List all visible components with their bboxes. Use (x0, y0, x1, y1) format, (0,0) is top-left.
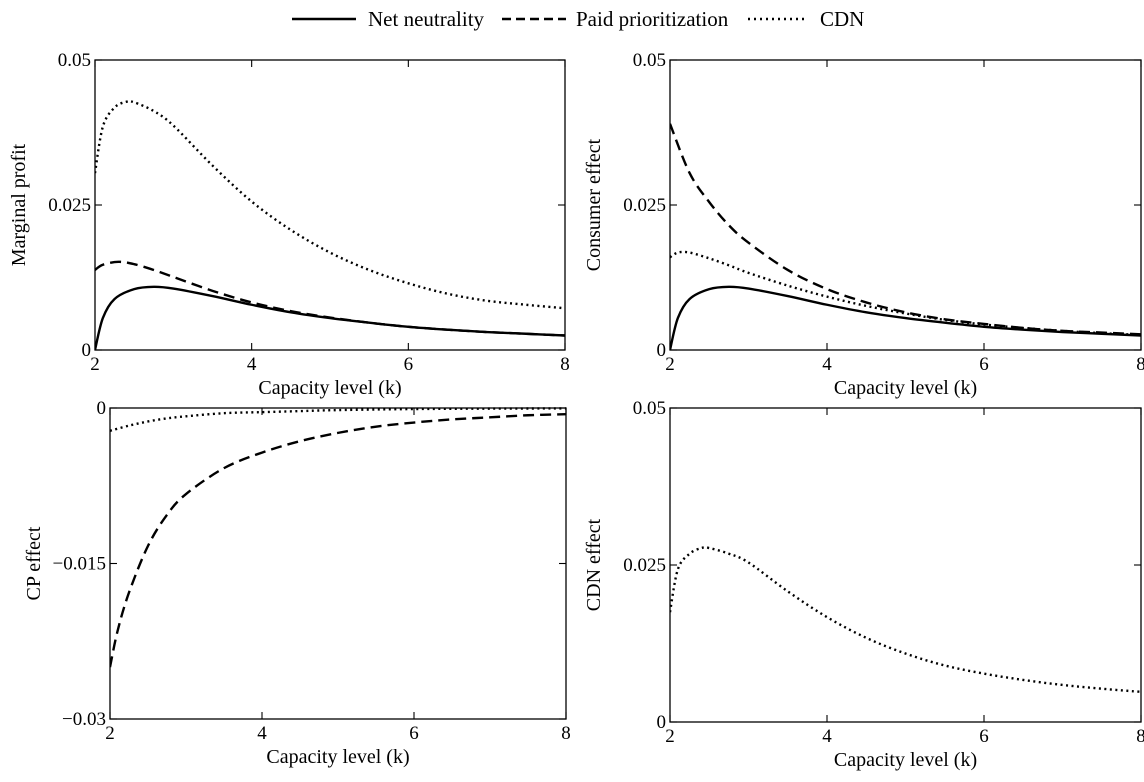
x-tick-label: 6 (979, 726, 989, 747)
series-line-paid-prioritization (95, 260, 565, 337)
legend: Net neutrality Paid prioritization CDN (0, 4, 1144, 34)
x-tick-label: 4 (247, 354, 257, 375)
legend-item-paid-prioritization: Paid prioritization (500, 4, 728, 34)
chart-panel-2: 2 4 6 8 0 0.025 0.05 Capacity level (k) Consumer… (583, 50, 1144, 399)
y-tick-label: 0.05 (633, 50, 666, 71)
chart-panel-4: 2 4 6 8 0 0.025 0.05 Capacity level (k) CDN effe… (583, 398, 1144, 771)
x-tick-label: 2 (90, 354, 100, 375)
plot-frame (109, 407, 567, 720)
x-tick-label: 4 (257, 723, 267, 744)
x-axis-label: Capacity level (k) (266, 746, 409, 768)
x-axis-label: Capacity level (k) (834, 377, 977, 399)
y-axis-label: CP effect (23, 526, 45, 600)
x-tick-label: 8 (560, 354, 570, 375)
x-tick-label: 8 (561, 723, 571, 744)
x-tick-label: 2 (665, 354, 675, 375)
y-tick-label: −0.03 (62, 709, 106, 730)
y-tick-label: 0.025 (623, 195, 666, 216)
plot-frame (94, 59, 566, 351)
legend-item-cdn: CDN (746, 4, 864, 34)
series-line-cdn (110, 407, 566, 432)
x-tick-label: 6 (979, 354, 989, 375)
y-axis-label: Marginal profit (8, 143, 30, 266)
y-tick-label: −0.015 (53, 554, 106, 575)
x-tick-label: 2 (665, 726, 675, 747)
x-axis-label: Capacity level (k) (258, 377, 401, 399)
legend-label: CDN (820, 6, 865, 31)
x-tick-label: 6 (404, 354, 414, 375)
chart-panel-1: 2 4 6 8 0 0.025 0.05 Capacity level (k) Marginal… (8, 50, 570, 399)
series-line-cdn (670, 250, 1141, 337)
x-axis-label: Capacity level (k) (834, 749, 977, 771)
legend-swatch-dotted (748, 17, 808, 21)
y-tick-label: 0.025 (48, 195, 91, 216)
series-line-cdn (95, 99, 565, 310)
plot-frame (669, 59, 1142, 351)
y-tick-label: 0 (657, 712, 667, 733)
y-tick-label: 0 (82, 340, 92, 361)
y-tick-label: 0.05 (633, 398, 666, 419)
chart-panel-3: 2 4 6 8 −0.03 −0.015 0 Capacity level (k) CP eff… (23, 398, 571, 768)
legend-label: Paid prioritization (576, 6, 729, 31)
x-tick-label: 8 (1136, 354, 1144, 375)
y-axis-label: Consumer effect (583, 138, 605, 271)
legend-label: Net neutrality (368, 6, 485, 31)
x-tick-label: 4 (822, 354, 832, 375)
series-line-cdn (670, 546, 1141, 694)
y-tick-label: 0.05 (58, 50, 91, 71)
legend-swatch-solid (292, 17, 356, 21)
y-tick-label: 0.025 (623, 555, 666, 576)
series-line-paid-prioritization (110, 413, 566, 668)
y-tick-label: 0 (657, 340, 667, 361)
x-tick-label: 8 (1136, 726, 1144, 747)
legend-swatch-dashed (502, 17, 566, 21)
x-tick-label: 6 (409, 723, 419, 744)
y-tick-label: 0 (97, 398, 107, 419)
series-line-paid-prioritization (670, 123, 1141, 336)
plot-frame (669, 407, 1142, 723)
x-tick-label: 4 (822, 726, 832, 747)
y-axis-label: CDN effect (583, 518, 605, 611)
x-tick-label: 2 (105, 723, 115, 744)
series-line-net-neutrality (670, 285, 1141, 351)
legend-item-net-neutrality: Net neutrality (290, 4, 484, 34)
